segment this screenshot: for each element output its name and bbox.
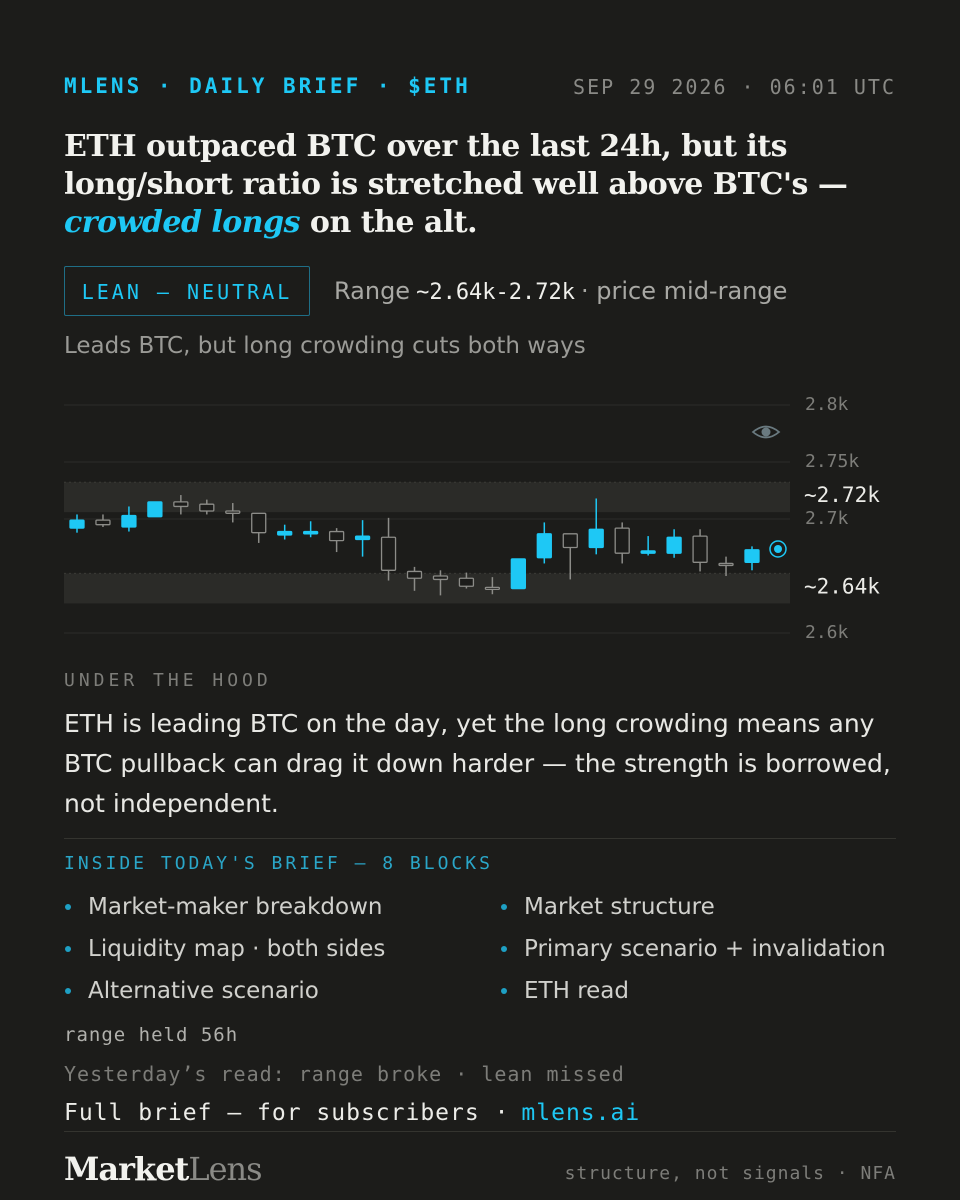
y-tick-label: 2.75k [805,451,859,472]
candle-body [95,519,111,526]
candle-body [251,512,267,534]
candle-body [354,535,371,541]
marker-dot [774,545,782,553]
brand-second: Lens [188,1150,262,1188]
list-item: Market structure [500,890,896,924]
candle-body [199,503,215,512]
headline-emphasis: crowded longs [64,205,300,240]
candle-body [744,549,760,563]
list-item: Liquidity map · both sides [64,932,500,966]
candle-body [147,501,163,518]
candle-body [380,536,397,571]
brand-first: Market [64,1150,189,1188]
range-value: ~2.64k-2.72k [416,280,576,305]
candle-body [121,514,137,528]
cta-text: Full brief — for subscribers · [64,1100,510,1126]
y-tick-label: 2.8k [805,394,849,415]
candle-body [536,533,552,559]
range-held: range held 56h [64,1024,239,1046]
candle-body [432,575,449,581]
subline: Leads BTC, but long crowding cuts both w… [64,333,586,359]
yesterday-read: Yesterday’s read: range broke · lean mis… [64,1062,625,1086]
price-chart: ~2.72k ~2.64k 2.8k 2.75k 2.7k 2.6k [64,394,880,643]
candle-body [510,558,526,590]
range-label: ~2.64k [804,574,880,598]
eye-pupil [761,427,771,437]
cta-link[interactable]: mlens.ai [521,1100,641,1126]
range-band [64,573,790,604]
candle-body [666,536,682,554]
range-line: Range ~2.64k-2.72k · price mid-range [334,277,787,305]
candle-body [406,570,423,579]
eye-icon [751,425,781,439]
candle-body [692,535,708,563]
inside-title: INSIDE TODAY'S BRIEF — 8 BLOCKS [64,853,493,874]
range-band [64,482,790,513]
section-title: UNDER THE HOOD [64,670,272,691]
candle-body [277,530,293,536]
eye-outline [751,425,781,439]
section-body: ETH is leading BTC on the day, yet the l… [64,709,891,818]
list-item: ETH read [500,974,896,1008]
range-label: ~2.72k [804,483,880,507]
disclaimer: structure, not signals · NFA [564,1163,896,1184]
divider [64,838,896,839]
candle-body [303,530,319,535]
brand: MarketLens [64,1150,263,1188]
headline: ETH outpaced BTC over the last 24h, but … [64,128,896,242]
candle-body [718,562,734,567]
candle-body [69,519,85,529]
candle-body [588,528,604,549]
timestamp: SEP 29 2026 · 06:01 UTC [573,75,896,99]
list-item: Alternative scenario [64,974,500,1008]
candle-body [484,586,501,591]
candle-body [458,577,475,587]
candle-body [562,533,578,549]
candle-body [173,501,189,508]
marker-ring [769,540,787,558]
range-suffix: · price mid-range [581,277,788,305]
headline-text: on the alt. [299,205,478,240]
inside-list: Market-maker breakdown Market structure Li… [64,890,896,1008]
divider [64,1131,896,1132]
price-marker [769,540,787,558]
candle-body [614,527,630,554]
headline-text: ETH outpaced BTC over the last 24h, but … [64,129,848,202]
lean-badge: LEAN — NEUTRAL [64,266,310,316]
cta: Full brief — for subscribers · mlens.ai [64,1100,640,1126]
y-tick-label: 2.6k [805,622,849,643]
candle-body [328,530,345,542]
range-prefix: Range [334,277,411,305]
y-tick-label: 2.7k [805,508,849,529]
candle-body [640,550,656,554]
candle-body [225,510,241,514]
list-item: Market-maker breakdown [64,890,500,924]
list-item: Primary scenario + invalidation [500,932,896,966]
brief-tag: MLENS · DAILY BRIEF · $ETH [64,74,471,98]
